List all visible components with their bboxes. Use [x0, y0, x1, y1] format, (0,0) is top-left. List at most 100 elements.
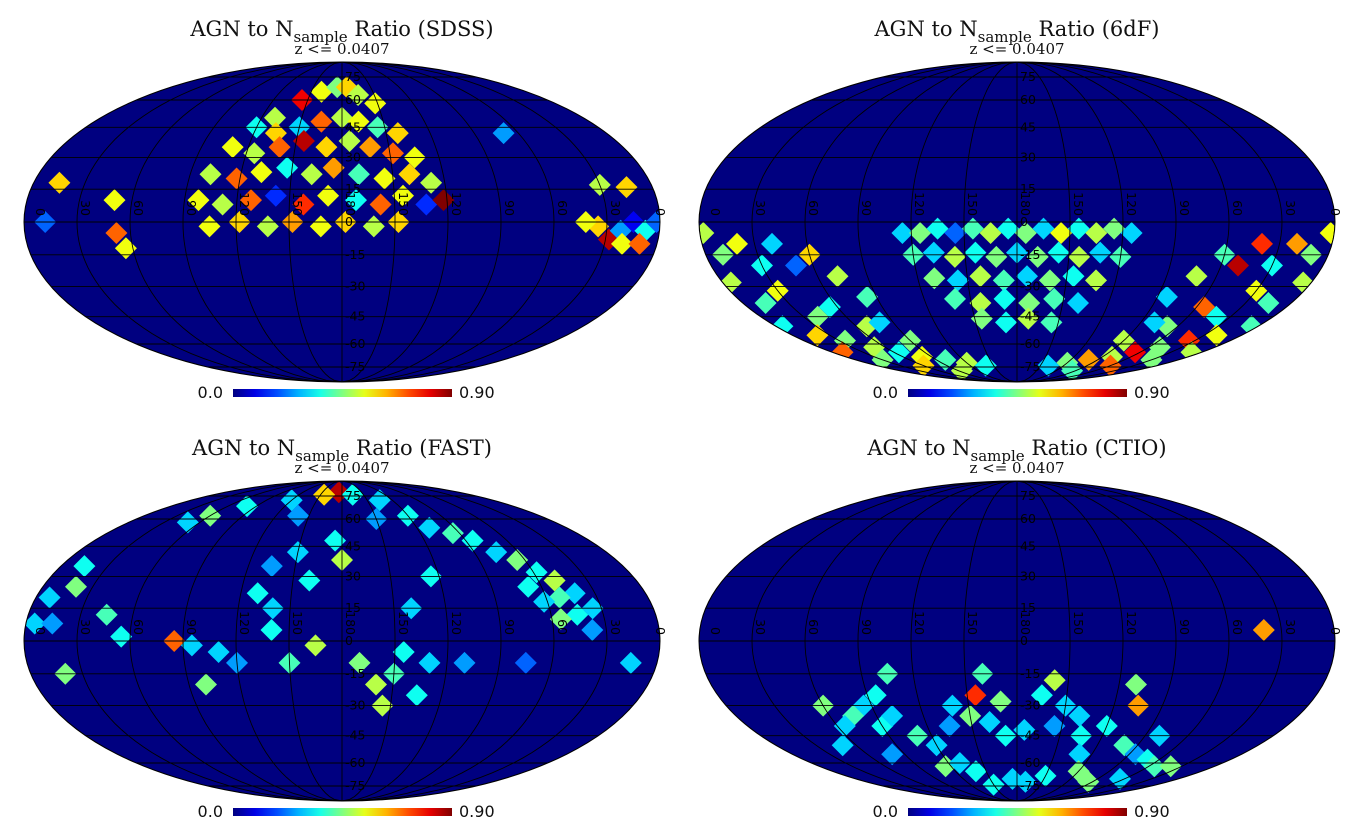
- meridian-line: [341, 481, 555, 801]
- map-cell: [1043, 287, 1066, 310]
- map-cell: [1252, 619, 1275, 641]
- map-outline: [698, 61, 1336, 383]
- lon-tick-label: 120: [449, 192, 464, 216]
- meridian-line: [341, 481, 608, 801]
- lon-tick-label: 0: [33, 627, 48, 635]
- meridian-line: [963, 62, 1018, 382]
- meridian-line: [235, 62, 343, 382]
- meridian-line: [804, 481, 1018, 801]
- lat-tick-label: -15: [1020, 247, 1040, 262]
- map-cell: [348, 651, 371, 674]
- map-subtitle: z <= 0.0407: [969, 459, 1064, 477]
- map-subtitle: z <= 0.0407: [294, 40, 389, 58]
- lon-tick-label: 120: [912, 192, 927, 216]
- lon-tick-label: 30: [753, 619, 768, 635]
- meridian-line: [288, 481, 343, 801]
- map-cell: [525, 561, 548, 584]
- map-cell: [978, 711, 1001, 733]
- map-title: AGN to Nsample Ratio (6dF): [874, 17, 1160, 46]
- map-cell: [292, 130, 315, 152]
- map-cell: [313, 483, 336, 506]
- map-cell: [382, 142, 404, 165]
- colorbar-max-label: 0.90: [1134, 383, 1170, 402]
- lat-tick-label: -30: [345, 279, 365, 294]
- map-cell: [1257, 292, 1280, 314]
- colorbar-max-label: 0.90: [459, 802, 495, 821]
- lon-tick-label: 60: [806, 200, 821, 216]
- map-cell: [1026, 245, 1049, 268]
- map-cell: [806, 324, 829, 347]
- lat-tick-label: 45: [1020, 119, 1036, 134]
- lon-tick-label: 0: [653, 627, 668, 635]
- map-cell: [199, 163, 222, 186]
- map-cell: [264, 184, 287, 207]
- map-cell: [345, 189, 367, 212]
- map-cell: [944, 287, 966, 310]
- meridian-line: [341, 62, 555, 382]
- colorbar-max-label: 0.90: [459, 383, 495, 402]
- map-cell: [1103, 217, 1126, 240]
- meridian-line: [76, 481, 343, 801]
- lon-tick-label: 150: [396, 192, 411, 216]
- lat-tick-label: 15: [1020, 600, 1036, 615]
- map-cell: [225, 167, 248, 190]
- map-cell: [969, 292, 992, 314]
- map-cell: [207, 641, 230, 663]
- map-panel-ctio: AGN to Nsample Ratio (CTIO) z <= 0.0407 …: [675, 419, 1350, 838]
- map-panel-sdss: AGN to Nsample Ratio (SDSS) z <= 0.0407 …: [0, 0, 675, 419]
- lon-tick-label: 30: [608, 200, 623, 216]
- map-cell: [1032, 217, 1055, 240]
- lon-tick-label: 60: [1230, 619, 1245, 635]
- meridian-line: [751, 481, 1018, 801]
- lon-tick-label: 90: [184, 619, 199, 635]
- colorbar: 0.0 0.90: [198, 383, 495, 402]
- map-cell: [856, 285, 879, 308]
- lon-tick-label: 90: [859, 200, 874, 216]
- map-cell: [268, 136, 291, 159]
- map-cell: [405, 684, 428, 707]
- lon-tick-label: 120: [1124, 192, 1139, 216]
- map-cell: [1193, 296, 1216, 318]
- lat-tick-label: 30: [1020, 149, 1036, 164]
- meridian-line: [341, 62, 396, 382]
- map-cell: [1037, 354, 1060, 377]
- map-panel-fast: AGN to Nsample Ratio (FAST) z <= 0.0407 …: [0, 419, 675, 838]
- meridian-line: [910, 481, 1018, 801]
- lon-tick-label: 150: [965, 192, 980, 216]
- map-cell: [24, 612, 46, 635]
- lat-tick-label: 15: [345, 600, 361, 615]
- lat-tick-label: 0: [345, 214, 353, 229]
- lon-tick-label: 30: [608, 619, 623, 635]
- map-cell: [961, 217, 984, 240]
- map-cell: [1001, 767, 1024, 790]
- map-cell: [1043, 715, 1066, 737]
- map-cell: [441, 522, 464, 545]
- lat-tick-label: 75: [345, 69, 361, 84]
- map-cell: [95, 603, 118, 626]
- lat-tick-label: -15: [1020, 666, 1040, 681]
- map-cell: [300, 163, 323, 186]
- map-cell: [420, 171, 443, 194]
- lat-tick-label: 30: [345, 149, 361, 164]
- map-cell: [373, 167, 396, 190]
- map-cell: [1061, 359, 1084, 382]
- lon-tick-label: 90: [1177, 619, 1192, 635]
- meridian-line: [1016, 481, 1071, 801]
- map-cells: [812, 619, 1275, 796]
- map-cell: [699, 222, 715, 244]
- map-cell: [38, 586, 61, 609]
- map-cell: [964, 241, 987, 264]
- lon-tick-label: 180: [1018, 611, 1033, 635]
- map-cell: [864, 684, 887, 707]
- meridian-line: [1016, 62, 1124, 382]
- colorbar: 0.0 0.90: [873, 383, 1170, 402]
- lat-tick-label: 45: [345, 538, 361, 553]
- lon-tick-label: 90: [502, 200, 517, 216]
- colorbar-min-label: 0.0: [198, 383, 223, 402]
- map-cell: [944, 222, 967, 244]
- lon-tick-label: 60: [131, 619, 146, 635]
- map-cell: [1286, 232, 1308, 255]
- map-cell: [909, 222, 932, 244]
